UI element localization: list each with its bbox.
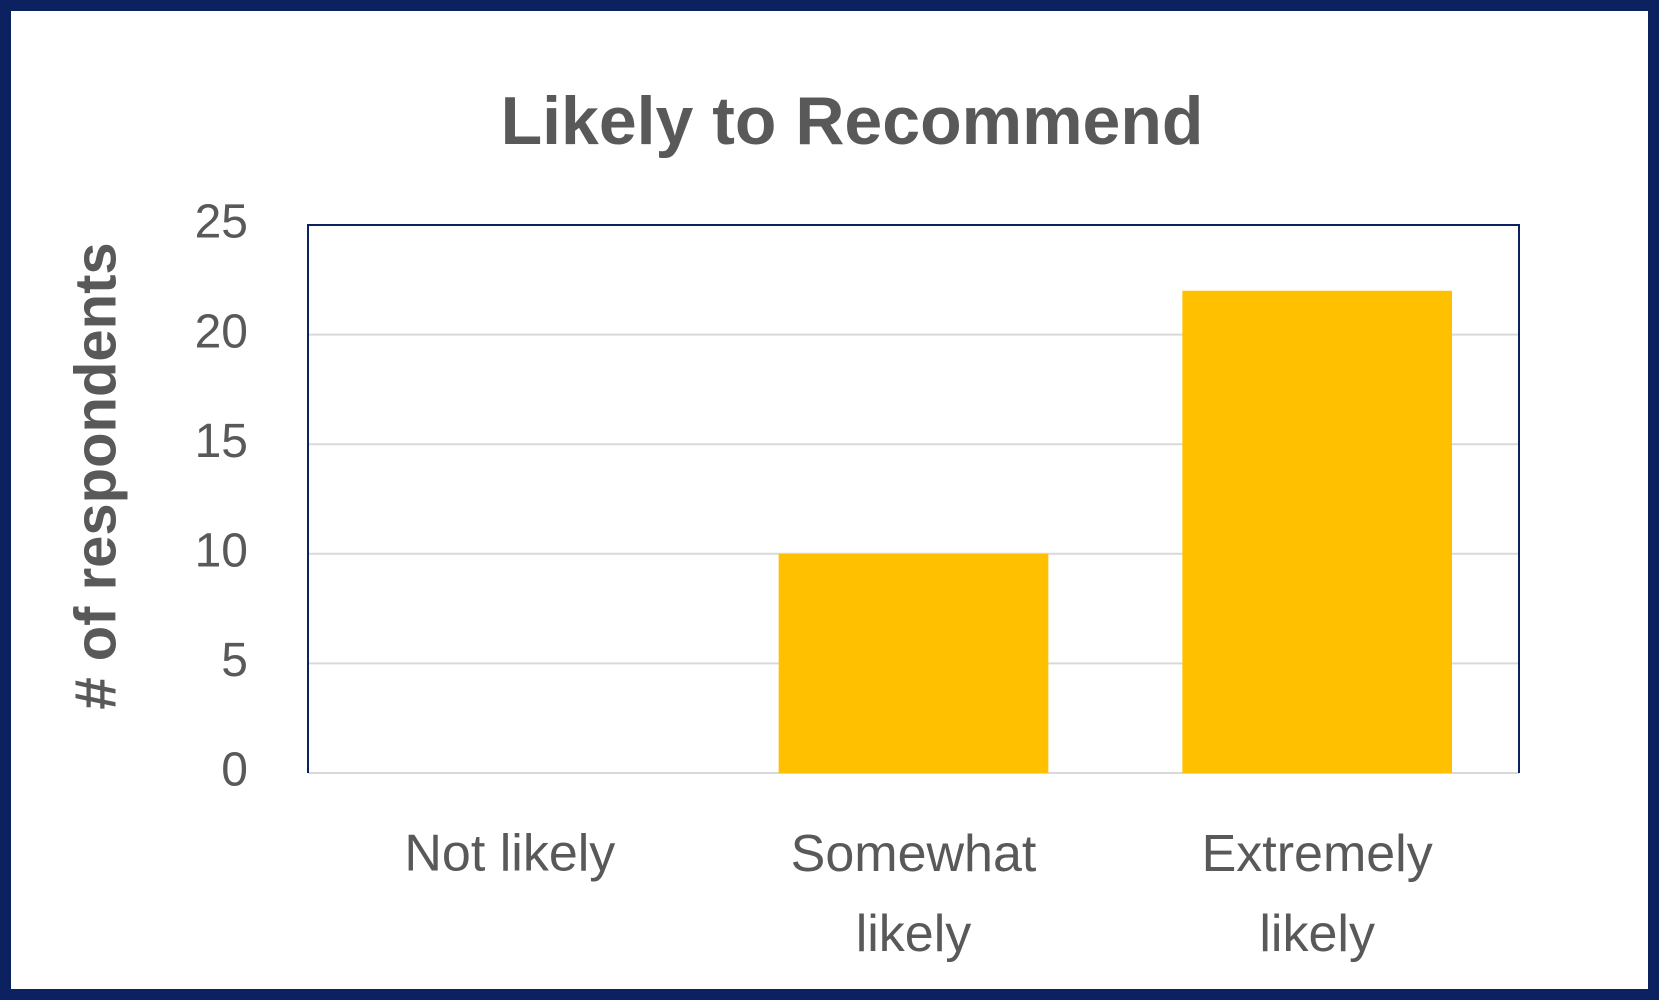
- x-tick-label: Somewhat likely: [791, 825, 1037, 963]
- y-tick-label: 20: [195, 305, 248, 358]
- x-tick-label: Not likely: [404, 825, 615, 883]
- bar: [1182, 290, 1452, 773]
- plot-frame: [307, 224, 1520, 773]
- x-tick-label: Extremely likely: [1202, 825, 1433, 963]
- y-tick-label: 10: [195, 524, 248, 577]
- chart-title: Likely to Recommend: [501, 83, 1204, 159]
- y-tick-label: 5: [221, 634, 248, 687]
- y-axis-title: # of respondents: [63, 242, 128, 709]
- y-tick-label: 25: [195, 196, 248, 249]
- bar: [778, 553, 1049, 773]
- y-tick-label: 15: [195, 415, 248, 468]
- y-tick-label: 0: [221, 744, 248, 797]
